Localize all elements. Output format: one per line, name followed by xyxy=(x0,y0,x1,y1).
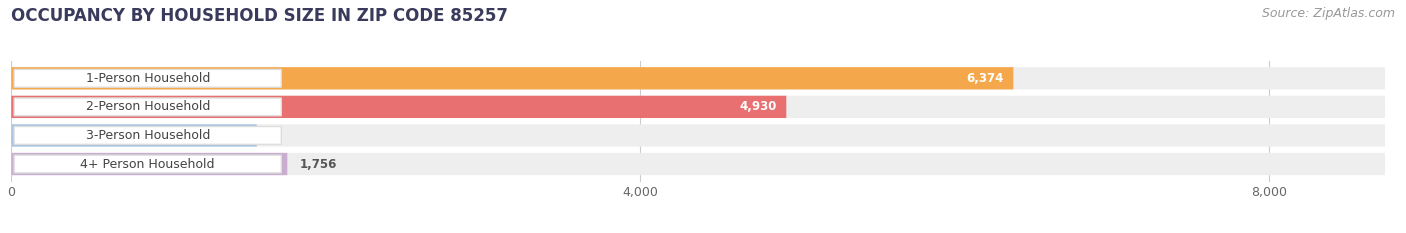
FancyBboxPatch shape xyxy=(14,127,281,144)
Text: Source: ZipAtlas.com: Source: ZipAtlas.com xyxy=(1261,7,1395,20)
FancyBboxPatch shape xyxy=(14,155,281,173)
Text: 4+ Person Household: 4+ Person Household xyxy=(80,158,215,171)
FancyBboxPatch shape xyxy=(11,124,1385,147)
Text: 4,930: 4,930 xyxy=(740,100,778,113)
FancyBboxPatch shape xyxy=(11,124,257,147)
FancyBboxPatch shape xyxy=(11,67,1385,89)
Text: 1,756: 1,756 xyxy=(299,158,337,171)
FancyBboxPatch shape xyxy=(11,153,1385,175)
Text: 3-Person Household: 3-Person Household xyxy=(86,129,209,142)
FancyBboxPatch shape xyxy=(14,98,281,116)
FancyBboxPatch shape xyxy=(14,69,281,87)
Text: OCCUPANCY BY HOUSEHOLD SIZE IN ZIP CODE 85257: OCCUPANCY BY HOUSEHOLD SIZE IN ZIP CODE … xyxy=(11,7,508,25)
FancyBboxPatch shape xyxy=(11,96,786,118)
FancyBboxPatch shape xyxy=(11,153,287,175)
Text: 1,562: 1,562 xyxy=(209,129,247,142)
Text: 6,374: 6,374 xyxy=(966,72,1004,85)
FancyBboxPatch shape xyxy=(11,67,1014,89)
Text: 2-Person Household: 2-Person Household xyxy=(86,100,209,113)
Text: 1-Person Household: 1-Person Household xyxy=(86,72,209,85)
FancyBboxPatch shape xyxy=(11,96,1385,118)
